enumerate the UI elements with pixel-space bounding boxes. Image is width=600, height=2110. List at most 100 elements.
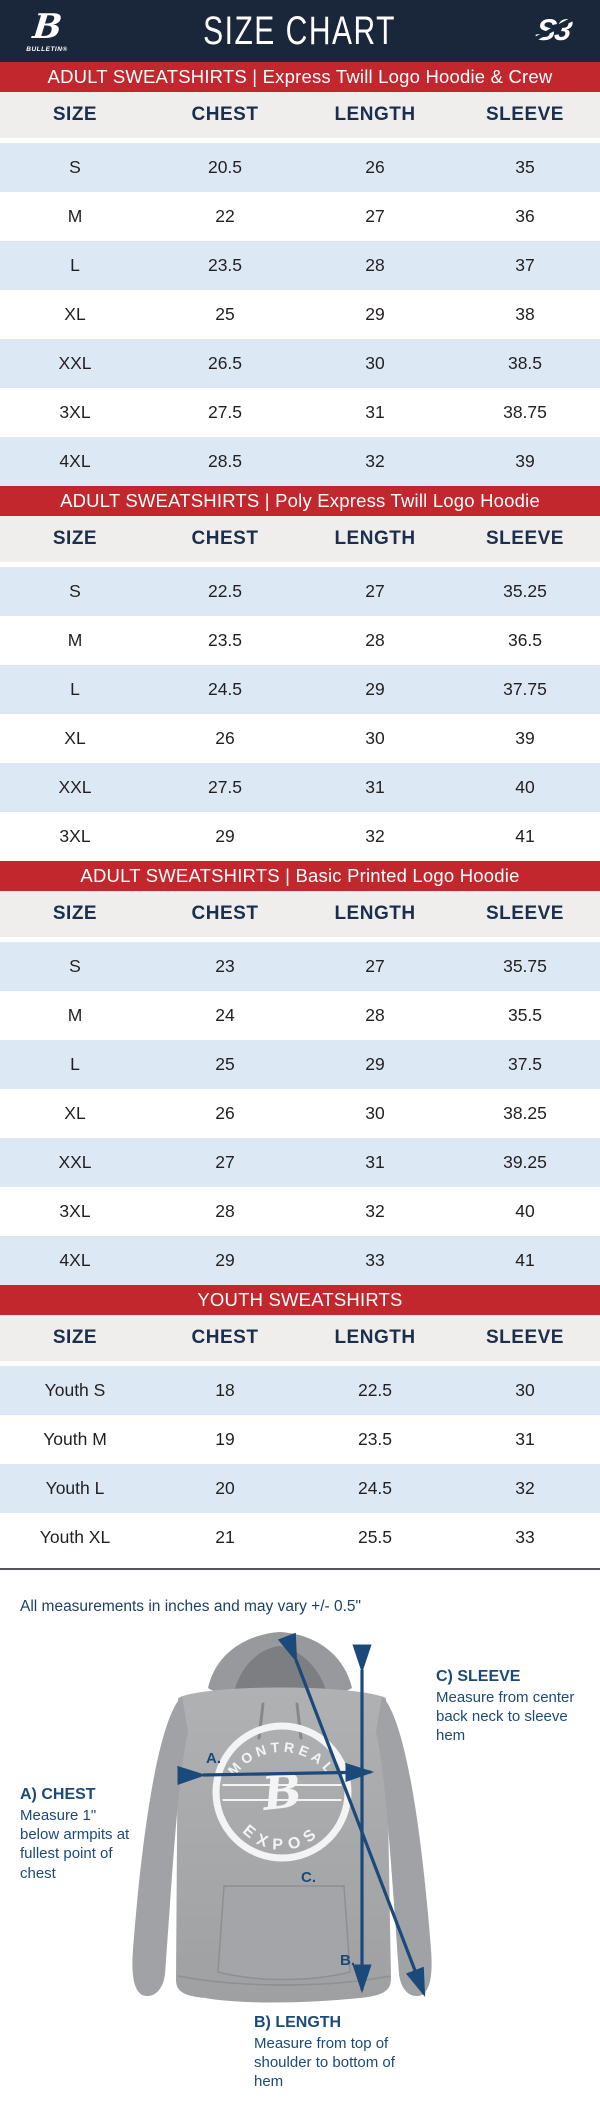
size-cell: 4XL	[59, 1250, 91, 1270]
column-header-sleeve: SLEEVE	[486, 1327, 564, 1348]
size-cell: 3XL	[59, 1201, 91, 1221]
measurement-cell: 23.5	[207, 630, 243, 650]
table-row: Youth S 18 22.5 30	[0, 1366, 600, 1415]
column-header-chest: CHEST	[191, 528, 259, 549]
measurement-cell: 24.5	[207, 679, 243, 699]
measurement-cell: 27	[365, 581, 385, 601]
measurement-cell: 36	[515, 206, 535, 226]
measurement-cell: 24	[215, 1005, 235, 1025]
measurement-cell: 27.5	[207, 777, 243, 797]
measurement-cell: 40	[515, 1201, 535, 1221]
column-header-length: LENGTH	[334, 104, 416, 125]
column-header-size: SIZE	[52, 1327, 98, 1348]
column-header-sleeve: SLEEVE	[486, 903, 564, 924]
column-header-size: SIZE	[52, 528, 98, 549]
table-row: XXL 27 31 39.25	[0, 1138, 600, 1187]
chest-label: A) CHEST Measure 1" below armpits at ful…	[20, 1786, 136, 1883]
measurement-cell: 33	[365, 1250, 385, 1270]
measurement-cell: 20.5	[207, 157, 243, 177]
table-row: Youth M 19 23.5 31	[0, 1415, 600, 1464]
column-header-length: LENGTH	[334, 528, 416, 549]
chest-label-desc: Measure 1" below armpits at fullest poin…	[20, 1807, 130, 1882]
length-label: B) LENGTH Measure from top of shoulder t…	[254, 2014, 404, 2092]
measurement-cell: 26.5	[207, 353, 243, 373]
table-row: L 23.5 28 37	[0, 241, 600, 290]
table-row: M 24 28 35.5	[0, 991, 600, 1040]
measurement-cell: 38.5	[507, 353, 543, 373]
measurement-cell: 26	[365, 157, 385, 177]
arrow-letter-b: B.	[340, 1952, 355, 1969]
size-cell: Youth XL	[39, 1527, 111, 1547]
measurement-cell: 32	[365, 1201, 385, 1221]
size-cell: Youth L	[45, 1478, 105, 1498]
table-body: Youth S 18 22.5 30 Youth M 19 23.5 31 Youth L 20 2…	[0, 1366, 600, 1562]
measurement-cell: 28.5	[207, 451, 243, 471]
measurement-cell: 29	[365, 304, 385, 324]
table-body: S 23 27 35.75 M 24 28 35.5 L 25 29 37.5 XL 26 30 38.25 X…	[0, 942, 600, 1285]
hoodie-diagram: MONTREAL EXPOS B A. B. C. C) SLEEVE Meas…	[0, 1624, 600, 2094]
column-header-sleeve: SLEEVE	[486, 104, 564, 125]
table-body: S 20.5 26 35 M 22 27 36 L 23.5 28 37 XL 25 29 38 XXL 26.5…	[0, 143, 600, 486]
measurement-cell: 27	[365, 206, 385, 226]
measurement-cell: 41	[515, 826, 535, 846]
s3-logo: S3	[518, 14, 588, 48]
table-row: XXL 27.5 31 40	[0, 763, 600, 812]
table-row: 4XL 29 33 41	[0, 1236, 600, 1285]
measurement-cell: 18	[215, 1380, 235, 1400]
length-label-title: B) LENGTH	[254, 2014, 342, 2031]
size-cell: XL	[64, 1103, 86, 1123]
section-banner: ADULT SWEATSHIRTS | Poly Express Twill L…	[0, 486, 600, 516]
bulletin-logo: B BULLETIN®	[12, 7, 82, 53]
measurement-cell: 28	[365, 255, 385, 275]
table-row: S 23 27 35.75	[0, 942, 600, 991]
measurement-cell: 25	[215, 1054, 235, 1074]
table-row: 3XL 27.5 31 38.75	[0, 388, 600, 437]
measurement-cell: 31	[365, 1152, 385, 1172]
size-cell: XXL	[58, 353, 92, 373]
measurement-cell: 35.5	[507, 1005, 543, 1025]
size-cell: 3XL	[59, 826, 91, 846]
measurement-cell: 26	[215, 1103, 235, 1123]
measurement-cell: 39	[515, 728, 535, 748]
table-row: S 20.5 26 35	[0, 143, 600, 192]
size-cell: XL	[64, 304, 86, 324]
column-header-length: LENGTH	[334, 903, 416, 924]
table-row: M 23.5 28 36.5	[0, 616, 600, 665]
length-label-desc: Measure from top of shoulder to bottom o…	[254, 2035, 395, 2091]
pocket-shape	[217, 1885, 351, 1981]
size-cell: M	[67, 630, 83, 650]
size-cell: 4XL	[59, 451, 91, 471]
measurement-cell: 35.25	[503, 581, 547, 601]
hoodie-illustration-icon: MONTREAL EXPOS B A. B. C.	[132, 1632, 432, 2003]
size-cell: Youth M	[43, 1429, 107, 1449]
measurement-cell: 28	[215, 1201, 235, 1221]
table-row: 3XL 29 32 41	[0, 812, 600, 861]
measurement-cell: 29	[365, 1054, 385, 1074]
measurement-cell: 27.5	[207, 402, 243, 422]
measurement-cell: 39	[515, 451, 535, 471]
size-cell: L	[70, 255, 80, 275]
measurement-cell: 28	[365, 1005, 385, 1025]
measurement-cell: 30	[515, 1380, 535, 1400]
bulletin-wordmark: BULLETIN®	[26, 45, 68, 53]
measurement-cell: 31	[365, 777, 385, 797]
size-cell: 3XL	[59, 402, 91, 422]
measurement-cell: 37.75	[503, 679, 547, 699]
table-header-row: SIZE CHEST LENGTH SLEEVE	[0, 891, 600, 937]
measurement-cell: 30	[365, 353, 385, 373]
size-cell: XXL	[58, 1152, 92, 1172]
column-header-size: SIZE	[52, 104, 98, 125]
section-basic-printed: ADULT SWEATSHIRTS | Basic Printed Logo H…	[0, 861, 600, 1285]
size-cell: S	[69, 581, 81, 601]
column-header-length: LENGTH	[334, 1327, 416, 1348]
table-row: XL 26 30 39	[0, 714, 600, 763]
section-banner: YOUTH SWEATSHIRTS	[0, 1285, 600, 1315]
measurement-cell: 22	[215, 206, 235, 226]
measurement-cell: 27	[365, 956, 385, 976]
table-row: L 25 29 37.5	[0, 1040, 600, 1089]
measurement-cell: 36.5	[507, 630, 543, 650]
column-header-sleeve: SLEEVE	[486, 528, 564, 549]
size-cell: XXL	[58, 777, 92, 797]
measurement-cell: 19	[215, 1429, 235, 1449]
chest-label-title: A) CHEST	[20, 1786, 96, 1803]
